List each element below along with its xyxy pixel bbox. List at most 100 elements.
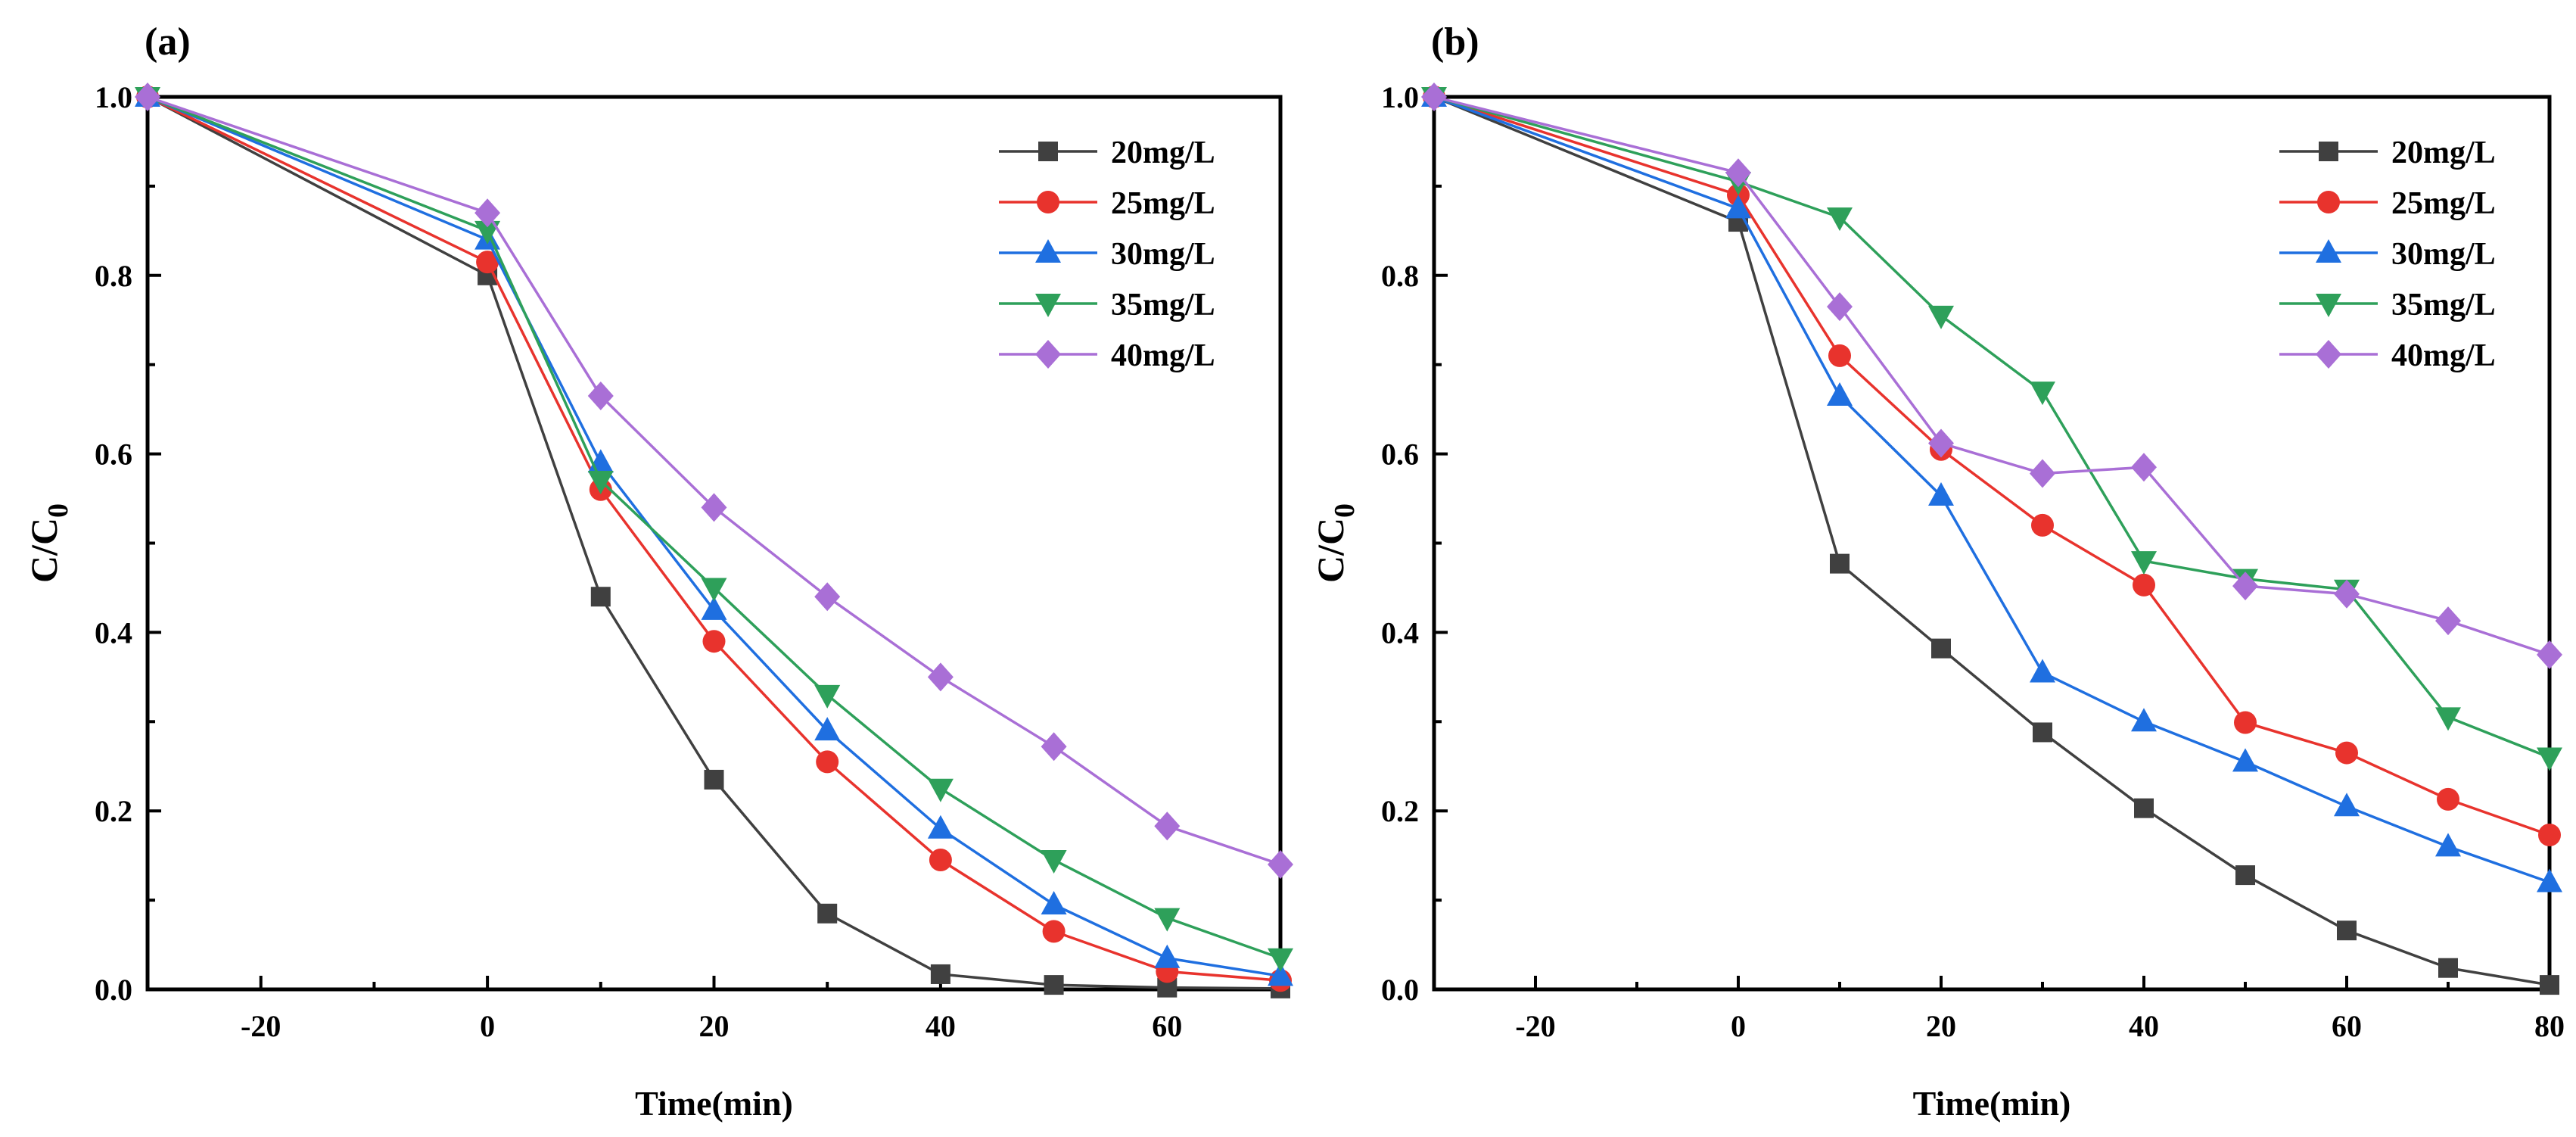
legend-marker (1037, 191, 1059, 213)
data-point (2435, 606, 2461, 636)
y-axis-title: C/C0 (23, 503, 74, 583)
series-line (147, 95, 1281, 990)
plot-frame (145, 95, 1283, 992)
series-25mg-L (136, 86, 1292, 992)
x-tick-label: -20 (1515, 1009, 1555, 1043)
data-point (1928, 305, 1954, 329)
data-point (927, 815, 954, 839)
legend-marker (1035, 294, 1061, 317)
y-tick-label: 1.0 (1381, 80, 1419, 114)
data-point (1154, 908, 1181, 932)
data-point (701, 578, 727, 602)
y-axis-title: C/C0 (1309, 503, 1361, 583)
data-point (2131, 551, 2157, 575)
legend-marker (1038, 142, 1058, 161)
y-tick-label: 0.4 (95, 615, 132, 649)
data-point (2030, 382, 2055, 406)
x-axis-title: Time(min) (1913, 1084, 2071, 1123)
data-point (1154, 811, 1181, 841)
y-axis-title-subscript: 0 (42, 503, 74, 518)
data-point (1268, 849, 1293, 879)
y-axis-title-subscript: 0 (1329, 503, 1361, 518)
data-point (1042, 920, 1066, 943)
data-point (1154, 944, 1181, 968)
series-25mg-L (1423, 86, 2561, 847)
data-point (590, 587, 611, 607)
legend-marker (1035, 340, 1061, 369)
series-line (147, 95, 1281, 978)
data-point (587, 470, 614, 494)
legend-label: 35mg/L (2391, 288, 2496, 322)
data-point (2334, 793, 2360, 817)
data-point (1725, 158, 1751, 188)
data-point (476, 251, 499, 274)
data-point (2131, 453, 2157, 482)
legend-label: 30mg/L (2391, 237, 2496, 272)
y-tick-label: 0.0 (95, 973, 132, 1007)
data-point (474, 198, 501, 228)
data-point (2435, 833, 2461, 857)
y-tick-label: 1.0 (95, 80, 132, 114)
data-point (2232, 748, 2258, 772)
plot-frame (1432, 95, 2552, 992)
series-40mg-L (1421, 83, 2562, 669)
data-point (2030, 659, 2055, 683)
data-point (929, 849, 952, 872)
data-point (814, 582, 841, 612)
y-tick-label: 0.2 (95, 794, 132, 828)
series-line (1433, 95, 2550, 656)
data-point (2133, 573, 2155, 597)
data-point (1268, 948, 1293, 972)
legend-marker (2316, 294, 2341, 317)
data-point (2134, 798, 2154, 818)
legend-label: 40mg/L (1111, 338, 1215, 373)
panel-b: (b) -20 0 20 40 60 80 0.0 0.2 0.4 0.6 0.8 1.0 Time(mi… (1309, 20, 2565, 1123)
x-tick-label: -20 (241, 1009, 281, 1043)
data-point (817, 903, 838, 924)
data-point (2437, 787, 2459, 811)
data-point (814, 684, 841, 709)
data-point (135, 83, 160, 111)
data-point (1931, 638, 1951, 659)
legend-marker (2316, 239, 2341, 263)
data-point (1044, 975, 1064, 995)
data-point (2030, 459, 2055, 488)
x-tick-label: 20 (699, 1009, 730, 1043)
data-point (927, 662, 954, 692)
legend-label: 20mg/L (2391, 136, 2496, 170)
data-point (930, 964, 950, 984)
data-point (1828, 344, 1851, 367)
legend-label: 25mg/L (2391, 186, 2496, 221)
data-point (2235, 865, 2255, 886)
y-axis-title-main: C/C (1309, 518, 1352, 583)
data-point (816, 750, 839, 774)
legend: 20mg/L 25mg/L 30mg/L 35mg/L 40mg/L (999, 136, 1215, 373)
x-tick-label: 20 (1926, 1009, 1956, 1043)
data-point (2031, 513, 2054, 537)
y-tick-label: 0.6 (1381, 438, 1419, 472)
series-line (147, 95, 1281, 982)
data-point (2335, 741, 2358, 765)
data-point (1041, 732, 1067, 762)
x-axis-title: Time(min) (635, 1084, 793, 1123)
data-point (927, 778, 954, 802)
legend-label: 25mg/L (1111, 186, 1215, 221)
data-point (587, 381, 614, 410)
data-point (814, 717, 841, 741)
series-line (1433, 95, 2550, 836)
y-tick-label: 0.0 (1381, 973, 1419, 1007)
data-point (701, 596, 727, 620)
series-40mg-L (135, 83, 1293, 879)
legend-marker (2316, 340, 2341, 369)
legend: 20mg/L 25mg/L 30mg/L 35mg/L 40mg/L (2279, 136, 2496, 373)
data-point (1928, 482, 1954, 506)
data-point (702, 630, 726, 653)
data-point (1041, 850, 1067, 874)
data-point (1725, 195, 1751, 219)
data-point (1421, 83, 1447, 111)
y-tick-label: 0.6 (95, 438, 132, 472)
panel-label: (b) (1431, 20, 1479, 64)
y-tick-label: 0.2 (1381, 794, 1419, 828)
data-point (2033, 722, 2052, 743)
legend-marker (2319, 142, 2338, 161)
